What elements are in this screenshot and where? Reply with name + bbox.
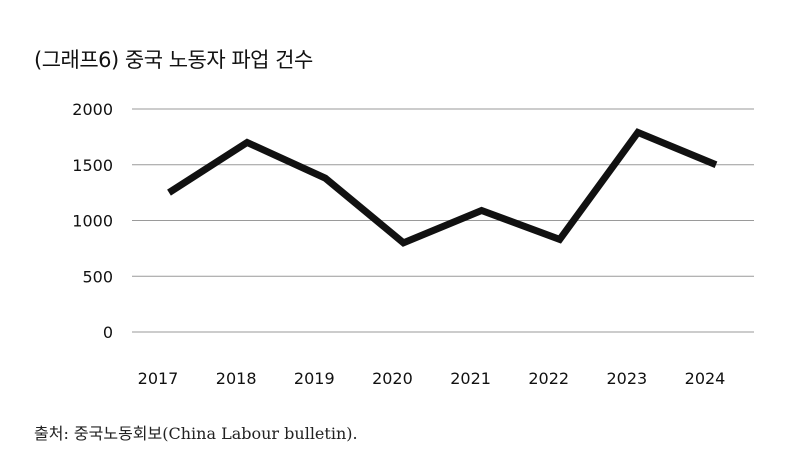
series-layer xyxy=(167,128,718,247)
series-line-0 xyxy=(167,128,718,247)
y-tick-label: 1500 xyxy=(72,156,113,175)
x-tick-label: 2020 xyxy=(372,369,413,388)
y-axis-ticks: 0 500 1000 1500 2000 xyxy=(72,100,113,342)
gridlines xyxy=(132,108,754,333)
chart-title: (그래프6) 중국 노동자 파업 건수 xyxy=(34,48,313,72)
y-tick-label: 500 xyxy=(82,267,113,286)
x-tick-label: 2017 xyxy=(138,369,179,388)
x-tick-label: 2019 xyxy=(294,369,335,388)
y-tick-label: 2000 xyxy=(72,100,113,119)
y-tick-label: 1000 xyxy=(72,212,113,231)
x-axis-ticks: 2017 2018 2019 2020 2021 2022 2023 2024 xyxy=(138,369,726,388)
y-tick-label: 0 xyxy=(103,323,113,342)
x-tick-label: 2022 xyxy=(528,369,569,388)
x-tick-label: 2018 xyxy=(216,369,257,388)
x-tick-label: 2023 xyxy=(606,369,647,388)
x-tick-label: 2024 xyxy=(685,369,726,388)
source-note: 출처: 중국노동회보(China Labour bulletin). xyxy=(34,424,358,443)
x-tick-label: 2021 xyxy=(450,369,491,388)
